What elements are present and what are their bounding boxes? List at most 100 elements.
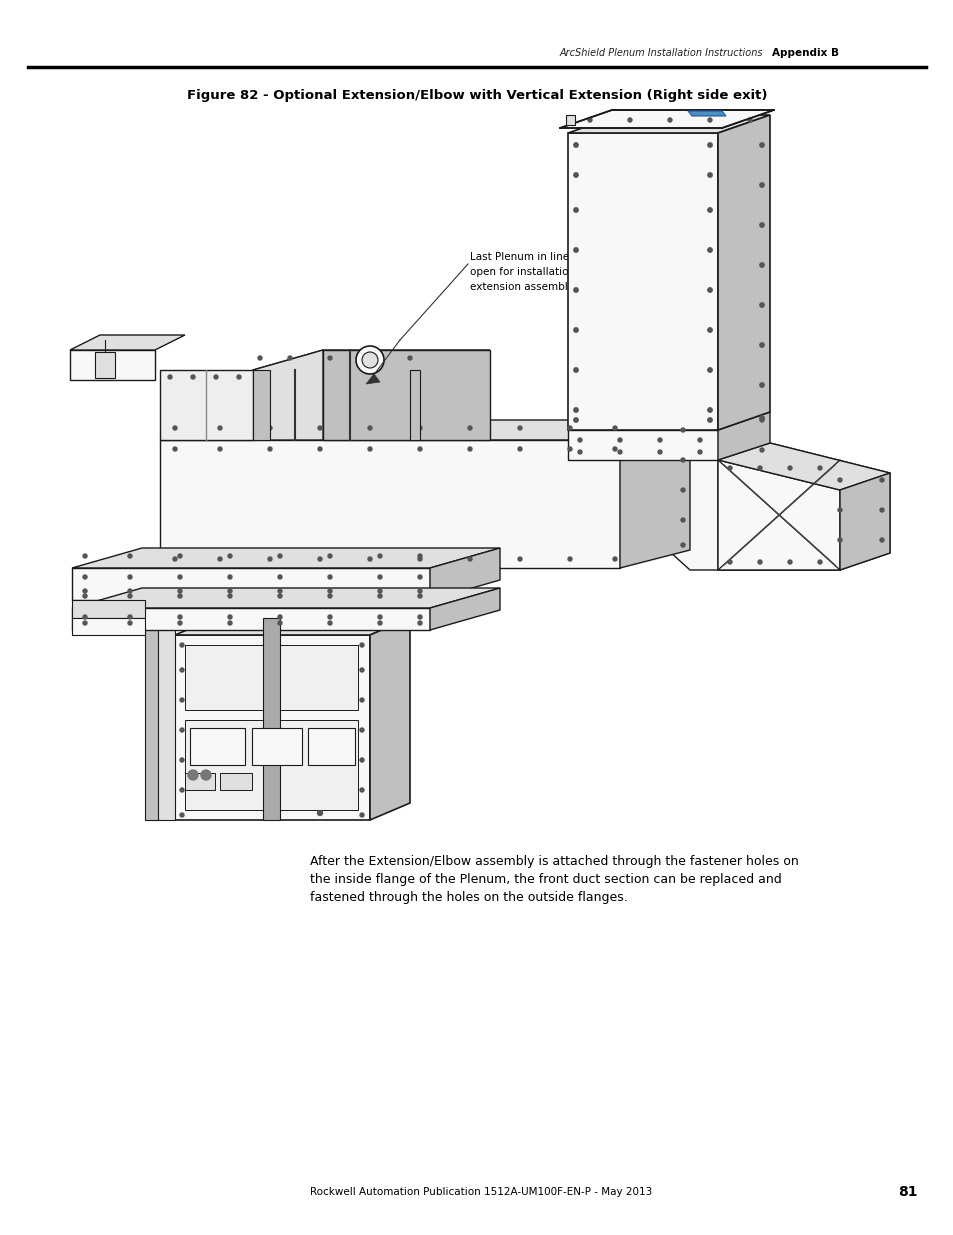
- Circle shape: [468, 447, 472, 451]
- Circle shape: [578, 450, 581, 454]
- Polygon shape: [71, 600, 145, 618]
- Circle shape: [680, 458, 684, 462]
- Text: the inside flange of the Plenum, the front duct section can be replaced and: the inside flange of the Plenum, the fro…: [310, 873, 781, 885]
- Circle shape: [759, 183, 763, 188]
- Text: extension assembly: extension assembly: [470, 282, 574, 291]
- Circle shape: [837, 478, 841, 482]
- Circle shape: [377, 555, 381, 558]
- Polygon shape: [160, 370, 253, 440]
- Circle shape: [328, 621, 332, 625]
- Circle shape: [707, 417, 712, 422]
- Circle shape: [178, 555, 182, 558]
- Circle shape: [172, 426, 177, 430]
- Circle shape: [359, 643, 364, 647]
- Circle shape: [573, 173, 578, 177]
- Circle shape: [727, 466, 731, 471]
- Polygon shape: [160, 420, 689, 440]
- Circle shape: [837, 508, 841, 513]
- Polygon shape: [687, 111, 725, 116]
- Circle shape: [759, 383, 763, 388]
- Polygon shape: [718, 443, 889, 571]
- Polygon shape: [253, 350, 323, 440]
- Circle shape: [83, 615, 87, 619]
- Circle shape: [760, 448, 763, 452]
- Circle shape: [613, 447, 617, 451]
- Circle shape: [759, 343, 763, 347]
- Polygon shape: [567, 115, 769, 133]
- Circle shape: [359, 727, 364, 732]
- Polygon shape: [840, 473, 889, 571]
- Circle shape: [213, 375, 218, 379]
- Circle shape: [128, 589, 132, 593]
- Circle shape: [128, 621, 132, 625]
- Circle shape: [573, 143, 578, 147]
- Text: Rockwell Automation Publication 1512A-UM100F-EN-P - May 2013: Rockwell Automation Publication 1512A-UM…: [310, 1187, 652, 1197]
- Circle shape: [613, 557, 617, 561]
- Polygon shape: [71, 618, 145, 635]
- Circle shape: [707, 368, 712, 372]
- Circle shape: [317, 426, 322, 430]
- Circle shape: [707, 119, 711, 122]
- Circle shape: [573, 288, 578, 293]
- Circle shape: [317, 447, 322, 451]
- Text: After the Extension/Elbow assembly is attached through the fastener holes on: After the Extension/Elbow assembly is at…: [310, 855, 798, 868]
- Circle shape: [667, 119, 671, 122]
- Circle shape: [759, 416, 763, 420]
- Circle shape: [180, 758, 184, 762]
- Circle shape: [707, 143, 712, 147]
- Polygon shape: [277, 645, 357, 710]
- Circle shape: [573, 408, 578, 412]
- Circle shape: [128, 594, 132, 598]
- Circle shape: [879, 478, 883, 482]
- Circle shape: [277, 615, 282, 619]
- Circle shape: [355, 346, 384, 374]
- Circle shape: [707, 248, 712, 252]
- Polygon shape: [410, 370, 419, 440]
- Circle shape: [201, 769, 211, 781]
- Text: Last Plenum in line-up remains: Last Plenum in line-up remains: [470, 252, 631, 262]
- Circle shape: [228, 615, 232, 619]
- Circle shape: [277, 576, 282, 579]
- Circle shape: [567, 426, 572, 430]
- Circle shape: [178, 621, 182, 625]
- Polygon shape: [567, 459, 840, 571]
- Polygon shape: [619, 420, 689, 568]
- Circle shape: [178, 594, 182, 598]
- Polygon shape: [185, 645, 270, 710]
- Text: ArcShield Plenum Installation Instructions: ArcShield Plenum Installation Instructio…: [558, 48, 762, 58]
- Polygon shape: [366, 374, 379, 384]
- Circle shape: [178, 589, 182, 593]
- Circle shape: [759, 143, 763, 147]
- Circle shape: [613, 426, 617, 430]
- Polygon shape: [220, 773, 252, 790]
- Polygon shape: [308, 727, 355, 764]
- Circle shape: [317, 810, 322, 815]
- Circle shape: [128, 615, 132, 619]
- Circle shape: [277, 621, 282, 625]
- Circle shape: [658, 438, 661, 442]
- Polygon shape: [160, 440, 619, 568]
- Circle shape: [328, 576, 332, 579]
- Circle shape: [83, 594, 87, 598]
- Circle shape: [707, 408, 712, 412]
- Polygon shape: [559, 110, 773, 128]
- Circle shape: [517, 557, 521, 561]
- Circle shape: [180, 643, 184, 647]
- Polygon shape: [71, 568, 430, 600]
- Circle shape: [359, 698, 364, 701]
- Polygon shape: [430, 588, 499, 630]
- Polygon shape: [252, 727, 302, 764]
- Circle shape: [228, 555, 232, 558]
- Circle shape: [257, 356, 262, 359]
- Polygon shape: [70, 350, 154, 380]
- Circle shape: [417, 555, 421, 558]
- Circle shape: [191, 375, 194, 379]
- Circle shape: [758, 466, 761, 471]
- Polygon shape: [185, 720, 357, 810]
- Circle shape: [573, 327, 578, 332]
- Circle shape: [587, 119, 592, 122]
- Polygon shape: [263, 618, 280, 820]
- Circle shape: [218, 447, 222, 451]
- Circle shape: [228, 594, 232, 598]
- Circle shape: [328, 615, 332, 619]
